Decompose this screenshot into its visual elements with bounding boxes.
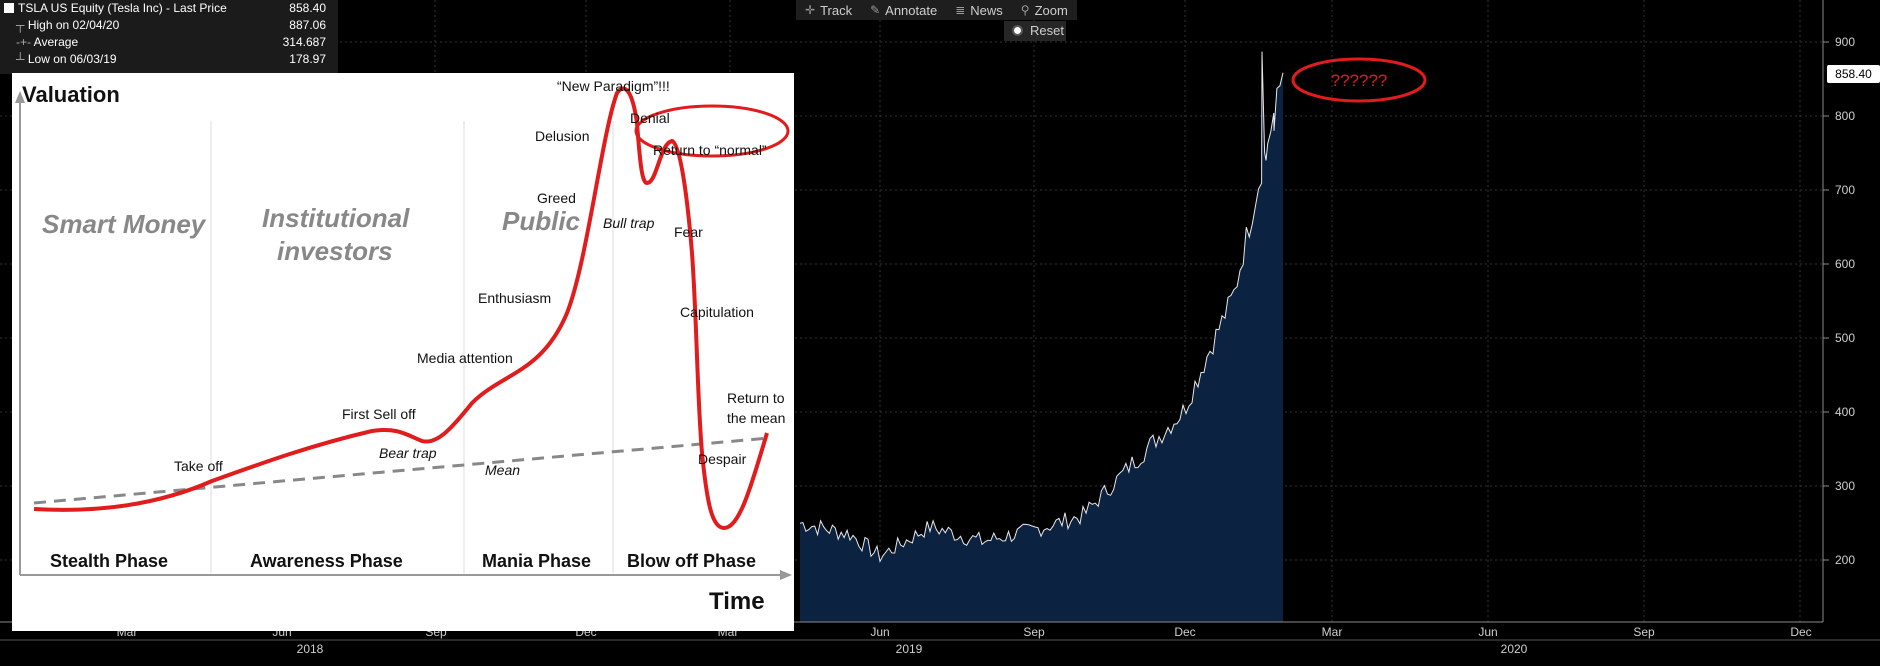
legend-last-price: 858.40 bbox=[289, 1, 326, 15]
diagram-x-arrow bbox=[780, 570, 792, 580]
x-label-dec-2019: Dec bbox=[1174, 625, 1196, 639]
year-label-2019: 2019 bbox=[895, 642, 923, 656]
pencil-icon: ✎ bbox=[870, 2, 881, 17]
group-smart-money: Smart Money bbox=[42, 209, 207, 239]
group-public: Public bbox=[502, 206, 581, 236]
x-label-sep-2019: Sep bbox=[1023, 625, 1045, 639]
x-label-jun-2020: Jun bbox=[1478, 625, 1498, 639]
label-first-sell-off: First Sell off bbox=[342, 406, 416, 422]
news-label: News bbox=[970, 2, 1003, 18]
legend-high-row[interactable]: ┬ High on 02/04/20 bbox=[16, 18, 119, 32]
phase-stealth: Stealth Phase bbox=[50, 551, 168, 571]
label-bear-trap: Bear trap bbox=[379, 445, 437, 461]
phase-awareness: Awareness Phase bbox=[250, 551, 403, 571]
label-mean: Mean bbox=[485, 462, 520, 478]
year-label-2018: 2018 bbox=[296, 642, 324, 656]
label-denial: Denial bbox=[630, 110, 670, 126]
track-label: Track bbox=[820, 2, 853, 18]
y-label-200: 200 bbox=[1835, 553, 1856, 567]
label-bull-trap: Bull trap bbox=[603, 215, 655, 231]
crosshair-icon: ✛ bbox=[805, 2, 816, 17]
news-icon: ≣ bbox=[955, 2, 966, 17]
legend-panel: TSLA US Equity (Tesla Inc) - Last Price … bbox=[0, 0, 338, 74]
market-cycle-svg: Valuation Time Smart Money Institutional… bbox=[15, 78, 792, 615]
zoom-label: Zoom bbox=[1034, 2, 1068, 18]
phase-blow-off: Blow off Phase bbox=[627, 551, 756, 571]
phase-mania: Mania Phase bbox=[482, 551, 591, 571]
label-new-paradigm: “New Paradigm”!!! bbox=[557, 78, 670, 94]
last-price-tag: 858.40 bbox=[1827, 65, 1880, 83]
low-icon: ┴ bbox=[16, 52, 28, 66]
group-investors: investors bbox=[277, 236, 393, 266]
y-axis-ticks bbox=[1823, 41, 1829, 561]
annotate-label: Annotate bbox=[885, 2, 938, 18]
label-return-mean-2: the mean bbox=[727, 410, 785, 426]
label-delusion: Delusion bbox=[535, 128, 589, 144]
diagram-ylabel: Valuation bbox=[22, 82, 120, 107]
legend-low-row[interactable]: ┴ Low on 06/03/19 bbox=[16, 52, 117, 66]
price-area bbox=[800, 51, 1283, 623]
magnifier-icon: ⚲ bbox=[1020, 2, 1030, 17]
label-media-attention: Media attention bbox=[417, 350, 513, 366]
legend-low-label: Low on 06/03/19 bbox=[27, 52, 117, 66]
year-label-2020: 2020 bbox=[1500, 642, 1528, 656]
zoom-button[interactable]: ⚲ Zoom bbox=[1012, 0, 1077, 20]
x-label-mar-2020: Mar bbox=[1321, 625, 1343, 639]
label-despair: Despair bbox=[698, 451, 747, 467]
cycle-curve bbox=[33, 86, 769, 531]
label-greed: Greed bbox=[537, 190, 576, 206]
legend-high-value: 887.06 bbox=[289, 18, 326, 32]
market-cycle-diagram: Valuation Time Smart Money Institutional… bbox=[12, 73, 794, 631]
series-swatch bbox=[4, 3, 14, 13]
legend-high-label: High on 02/04/20 bbox=[27, 18, 120, 32]
legend-title-row[interactable]: TSLA US Equity (Tesla Inc) - Last Price bbox=[4, 1, 227, 15]
chart-toolbar: ✛ Track ✎ Annotate ≣ News ⚲ Zoom bbox=[796, 0, 1077, 20]
diagram-xlabel: Time bbox=[709, 588, 765, 615]
legend-average-row[interactable]: -+- Average bbox=[16, 35, 78, 49]
news-button[interactable]: ≣ News bbox=[946, 0, 1012, 20]
mean-line bbox=[33, 436, 770, 505]
x-label-jun-2019: Jun bbox=[870, 625, 890, 639]
annotation-text: ?????? bbox=[1331, 71, 1388, 90]
average-icon: -+- bbox=[16, 35, 34, 49]
legend-average-label: Average bbox=[33, 35, 79, 49]
y-label-700: 700 bbox=[1835, 183, 1856, 197]
legend-average-value: 314.687 bbox=[282, 35, 326, 49]
annotation-ellipse bbox=[1291, 57, 1427, 103]
label-capitulation: Capitulation bbox=[680, 304, 754, 320]
radio-icon bbox=[1012, 25, 1023, 36]
y-label-400: 400 bbox=[1835, 405, 1856, 419]
x-label-dec-2020: Dec bbox=[1790, 625, 1812, 639]
normal-ellipse bbox=[634, 104, 790, 158]
diagram-y-arrow bbox=[15, 91, 25, 103]
annotate-button[interactable]: ✎ Annotate bbox=[861, 0, 946, 20]
legend-low-value: 178.97 bbox=[289, 52, 326, 66]
label-take-off: Take off bbox=[174, 458, 223, 474]
label-enthusiasm: Enthusiasm bbox=[478, 290, 551, 306]
legend-title: TSLA US Equity (Tesla Inc) - Last Price bbox=[18, 1, 227, 15]
price-line bbox=[799, 51, 1284, 563]
high-icon: ┬ bbox=[16, 18, 28, 32]
y-label-300: 300 bbox=[1835, 479, 1856, 493]
y-label-600: 600 bbox=[1835, 257, 1856, 271]
label-fear: Fear bbox=[674, 224, 703, 240]
reset-label: Reset bbox=[1030, 23, 1064, 38]
label-return-normal: Return to “normal” bbox=[653, 142, 767, 158]
y-label-500: 500 bbox=[1835, 331, 1856, 345]
y-label-800: 800 bbox=[1835, 109, 1856, 123]
reset-button[interactable]: Reset bbox=[1004, 21, 1066, 41]
group-institutional: Institutional bbox=[262, 203, 410, 233]
track-button[interactable]: ✛ Track bbox=[796, 0, 861, 20]
x-label-sep-2020: Sep bbox=[1633, 625, 1655, 639]
label-return-mean-1: Return to bbox=[727, 390, 785, 406]
y-label-900: 900 bbox=[1835, 35, 1856, 49]
